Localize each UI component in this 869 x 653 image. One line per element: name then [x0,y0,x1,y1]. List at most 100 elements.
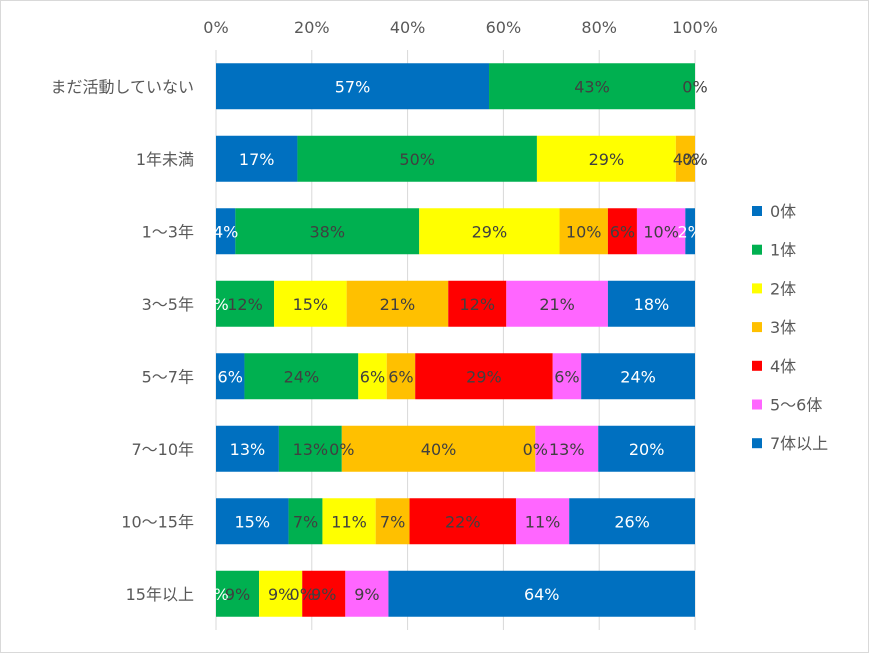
data-label: 7% [293,512,318,531]
bar-segment [409,498,516,545]
bar-segment [569,498,695,545]
bar-segment [346,280,449,327]
category-labels: まだ活動していない 1年未満 1～3年 3～5年 5～7年 7～10年 10～15年 15年以… [50,77,194,604]
data-label: 50% [399,150,435,169]
data-label: 18% [634,295,670,314]
category-label: 7～10年 [131,440,194,459]
data-label: 43% [574,77,610,96]
data-label: 2% [677,222,702,241]
data-labels: 57% 43% 0%17% 50% 29% 4%0%4% 38% 29% 10% 6% 10%2%0… [203,77,707,604]
legend-label: 7体以上 [770,434,828,453]
data-label: 12% [459,295,495,314]
data-label: 29% [589,150,625,169]
data-label: 10% [643,222,679,241]
bar-segment [419,208,560,255]
bar-segment [216,280,275,327]
data-label: 13% [293,440,329,459]
bar-segment [559,208,608,255]
x-axis-ticks: 0% 20% 40% 60% 80% 100% [203,18,718,37]
category-label: 5～7年 [142,367,194,386]
bar-segment [535,425,599,472]
bar-segment [636,208,686,255]
legend-swatch [752,399,762,410]
x-tick-label: 80% [581,18,617,37]
bar-segment [244,353,359,400]
legend-swatch [752,438,762,449]
bar-segment [536,135,676,182]
bar-segment [216,63,490,110]
data-label: 24% [284,367,320,386]
data-label: 40% [421,440,457,459]
data-label: 10% [566,222,602,241]
bar-segment [506,280,608,327]
legend-swatch [752,206,762,216]
legend-label: 1体 [770,241,796,260]
data-label: 11% [331,512,367,531]
data-label: 20% [629,440,665,459]
data-label: 0% [290,585,315,604]
bar-segment [448,280,507,327]
category-label: 1年未満 [136,150,194,169]
data-label: 9% [268,585,293,604]
bar-segment [216,135,298,182]
legend-label: 5～6体 [770,396,822,415]
legend-swatch [752,244,762,255]
bar-segment [358,353,387,400]
bar-segment [216,208,236,255]
x-tick-label: 40% [390,18,426,37]
data-label: 38% [310,222,346,241]
legend-label: 3体 [770,318,796,337]
data-label: 11% [525,512,561,531]
legend-label: 2体 [770,279,796,298]
data-label: 21% [539,295,575,314]
bar-segment [386,353,416,400]
bar-segment [259,570,303,617]
bar-segment [216,425,279,472]
bar-segment [235,208,420,255]
x-tick-label: 20% [294,18,330,37]
legend-swatch [752,322,762,333]
data-label: 15% [235,512,271,531]
bar-segment [581,353,695,400]
data-label: 6% [218,367,243,386]
data-label: 0% [682,77,707,96]
category-label: 15年以上 [126,585,194,604]
bars [216,63,695,617]
bar-segment [675,135,695,182]
data-label: 64% [524,585,560,604]
category-label: 3～5年 [142,295,194,314]
legend-label: 4体 [770,357,796,376]
x-tick-label: 0% [203,18,228,37]
data-label: 6% [610,222,635,241]
category-label: まだ活動していない [50,77,194,96]
x-tick-label: 60% [486,18,522,37]
bar-segment [341,425,536,472]
bar-segment [322,498,376,545]
x-tick-label: 100% [672,18,718,37]
bar-segment [345,570,389,617]
bar-segment [552,353,582,400]
data-label: 0% [203,295,228,314]
data-label: 29% [472,222,508,241]
data-label: 29% [466,367,502,386]
data-label: 57% [335,77,371,96]
data-label: 4% [213,222,238,241]
bar-segment [302,570,346,617]
data-label: 24% [620,367,656,386]
bar-segment [598,425,695,472]
data-label: 22% [445,512,481,531]
data-label: 15% [293,295,329,314]
bar-segment [489,63,695,110]
bar-segment [274,280,347,327]
data-label: 26% [614,512,650,531]
data-label: 12% [227,295,263,314]
data-label: 4% [673,150,698,169]
bar-segment [685,208,695,255]
bar-segment [216,498,289,545]
data-label: 7% [380,512,405,531]
data-label: 0% [203,585,228,604]
bar-segment [415,353,553,400]
data-label: 6% [388,367,413,386]
category-label: 1～3年 [142,222,194,241]
